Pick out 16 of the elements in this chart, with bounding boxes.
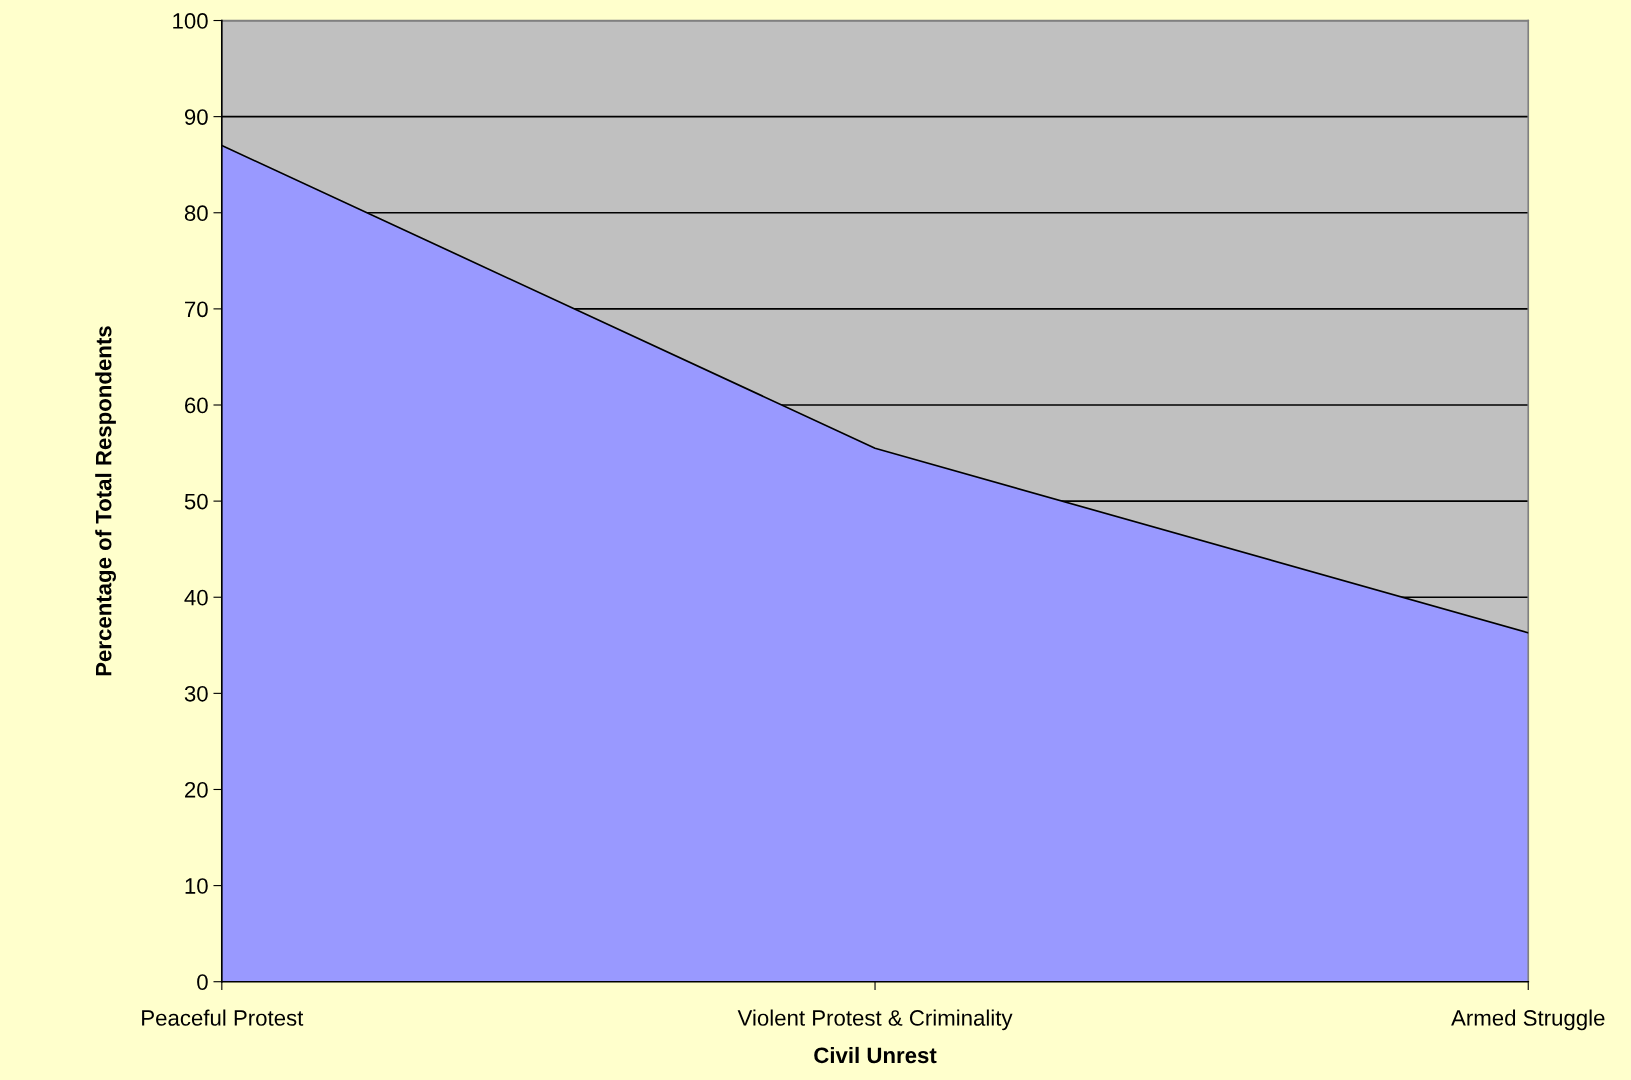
x-axis-title: Civil Unrest (814, 1046, 937, 1064)
y-tick-label: 10 (185, 878, 208, 894)
x-tick-label: Peaceful Protest (142, 1009, 304, 1026)
x-tick-label: Violent Protest & Criminality (737, 1009, 1013, 1031)
y-tick-label: 60 (185, 397, 208, 414)
y-tick-label: 20 (185, 782, 208, 798)
y-tick-label: 90 (184, 109, 208, 125)
y-tick-label: 40 (184, 589, 208, 606)
y-tick-label: 0 (197, 974, 208, 990)
x-tick-label: Armed Struggle (1451, 1009, 1605, 1031)
y-axis-title: Percentage of Total Respondents (95, 326, 116, 676)
y-tick-label: 80 (184, 205, 208, 222)
y-tick-label: 30 (184, 685, 208, 702)
y-tick-label: 100 (173, 13, 208, 29)
y-tick-label: 50 (184, 493, 208, 510)
y-tick-label: 70 (185, 301, 208, 318)
